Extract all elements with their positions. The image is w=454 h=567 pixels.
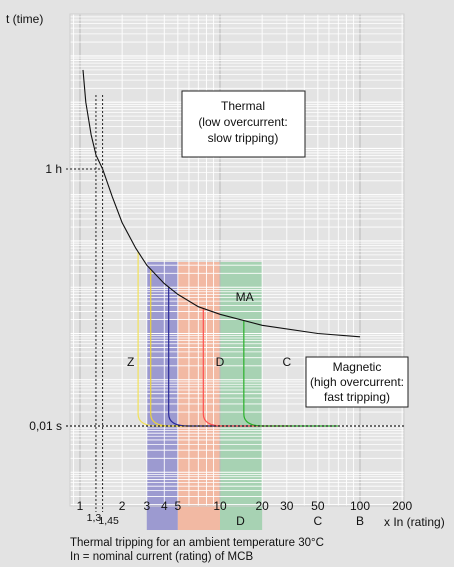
curve-label-D: D: [216, 355, 225, 369]
thermal-curve: [82, 69, 361, 338]
x-tick-label: 200: [392, 499, 412, 513]
y-tick-label: 1 h: [45, 162, 62, 176]
magnetic-curve-Z: [137, 251, 209, 427]
x-tick-label: 2: [119, 499, 126, 513]
x-tick-label: 20: [255, 499, 269, 513]
thermal-title: Thermal: [221, 99, 265, 113]
curve-label-MA: MA: [236, 290, 254, 304]
x-axis-label: x In (rating): [384, 515, 445, 529]
magnetic-line-3: fast tripping): [324, 390, 390, 404]
x-tick-label: 30: [280, 499, 294, 513]
footnote-line-2: In = nominal current (rating) of MCB: [70, 551, 253, 563]
guide-lines: [66, 95, 404, 512]
x-tick-label: 3: [143, 499, 150, 513]
x-tick-label: 5: [175, 499, 182, 513]
magnetic-line-2: (high overcurrent:: [310, 375, 404, 389]
grid-lines: [69, 13, 405, 507]
x-sub-label: 1,3: [87, 512, 102, 524]
thermal-annotation: Thermal (low overcurrent: slow tripping): [181, 90, 306, 158]
band-D: [220, 262, 263, 530]
magnetic-curve-B: [150, 269, 227, 427]
x-tick-label: 1: [77, 499, 84, 513]
x-tick-label: 100: [350, 499, 370, 513]
curve-label-C: C: [282, 355, 291, 369]
band-B: [146, 262, 178, 530]
tick-labels: 1 h 0,01 s 1 2 3 4 5 10 20 30 50 100 200 1,31,45: [29, 162, 412, 527]
thermal-line-2: (low overcurrent:: [198, 115, 287, 129]
x-sub-label: 1,45: [98, 515, 119, 527]
footnote-line-1: Thermal tripping for an ambient temperat…: [70, 537, 324, 549]
band-label-B: B: [356, 514, 364, 528]
band-label-C: C: [314, 514, 323, 528]
band-label-D: D: [236, 514, 245, 528]
magnetic-title: Magnetic: [333, 360, 382, 374]
plot-frame: [69, 13, 405, 507]
magnetic-annotation: Magnetic (high overcurrent: fast trippin…: [305, 356, 409, 408]
magnetic-curves: [137, 251, 338, 427]
thermal-line-3: slow tripping): [208, 131, 279, 145]
x-tick-label: 10: [213, 499, 227, 513]
x-tick-label: 50: [311, 499, 325, 513]
y-tick-label: 0,01 s: [29, 419, 62, 433]
x-tick-label: 4: [161, 499, 168, 513]
curve-label-Z: Z: [127, 355, 134, 369]
y-axis-label: t (time): [6, 12, 43, 26]
